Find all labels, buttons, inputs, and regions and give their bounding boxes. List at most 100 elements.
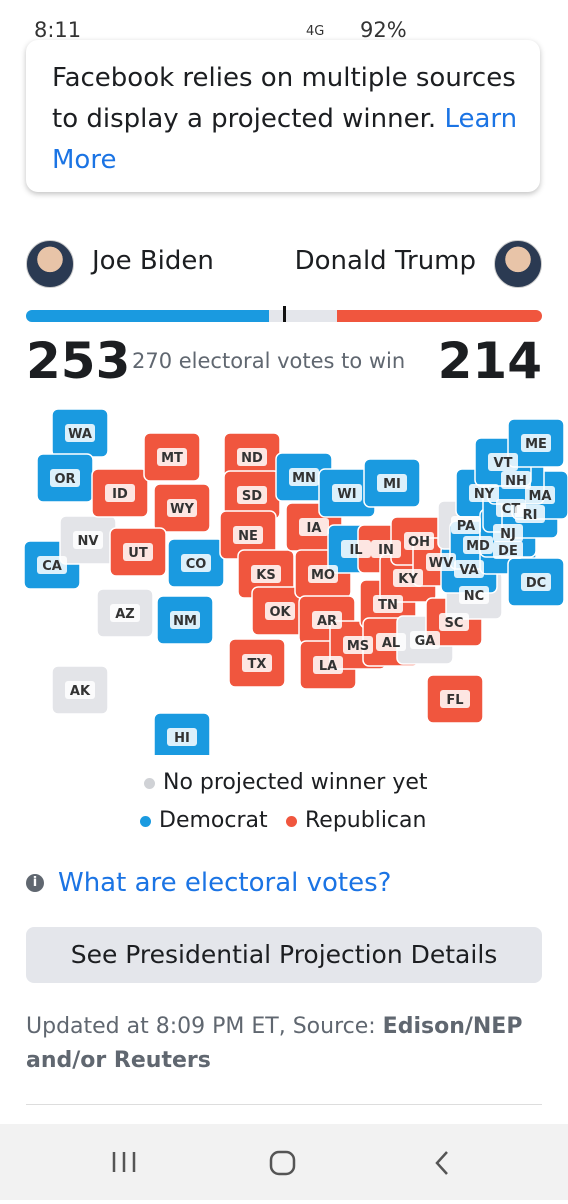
state-label-box [110, 604, 140, 622]
state-label: MO [311, 568, 335, 583]
state-label-box [332, 484, 362, 502]
source: Edison/NEP and/or Reuters [26, 1014, 523, 1073]
projection-button[interactable]: See Presidential Projection Details [26, 927, 542, 983]
updated-text: Updated at 8:09 PM ET, Source: [26, 1014, 376, 1039]
legend-item: No projected winner yet [144, 770, 428, 795]
state-label: NV [78, 534, 99, 549]
state-label: TN [378, 598, 398, 613]
state-label: NC [464, 589, 484, 604]
state-label: HI [174, 731, 190, 746]
legend-item: Democrat [140, 808, 268, 833]
state-label: AL [382, 636, 400, 651]
state-label-box [404, 532, 434, 550]
state-label: MI [383, 477, 401, 492]
state-label-box [454, 560, 484, 578]
notice-text: Facebook relies on multiple sources to d… [52, 63, 516, 134]
vote-bar-left [26, 310, 269, 322]
state-label: AK [70, 684, 91, 699]
state-label: ID [112, 487, 128, 502]
state-label-box [242, 654, 272, 672]
state-label-box [50, 469, 80, 487]
state-label-box [167, 499, 197, 517]
state-label: ND [241, 451, 263, 466]
state-label: MS [347, 639, 369, 654]
state-label-box [525, 486, 555, 504]
nav-bar [0, 1124, 568, 1200]
state-label: GA [415, 634, 436, 649]
votes: 253 [26, 332, 131, 390]
state-label-box [341, 540, 371, 558]
state-label: WY [170, 502, 194, 517]
state-label-box [439, 613, 469, 631]
state-label-box [410, 631, 440, 649]
state-label-box [265, 602, 295, 620]
state-label-box [308, 565, 338, 583]
network: 4G [306, 24, 325, 39]
state-label-box [426, 553, 456, 571]
state-label-box [373, 595, 403, 613]
state-label: NJ [500, 527, 516, 542]
state-label-box [65, 681, 95, 699]
legend-label: Democrat [159, 808, 268, 833]
state-label: NH [505, 474, 527, 489]
state-label-box [65, 424, 95, 442]
learn-more[interactable]: Learn More [52, 104, 518, 175]
notice-card [26, 40, 540, 192]
info-link[interactable]: What are electoral votes? [58, 868, 392, 898]
state-label: NE [238, 529, 258, 544]
state-label-box [463, 536, 493, 554]
state-label-box [237, 486, 267, 504]
state-label: IL [349, 543, 362, 558]
state-label-box [493, 541, 523, 559]
state-label: KY [398, 572, 418, 587]
state-label-box [157, 448, 187, 466]
state-label: IN [378, 543, 394, 558]
state-label-box [451, 516, 481, 534]
battery: 92% [360, 18, 407, 42]
threshold: 270 electoral votes to win [132, 349, 406, 373]
divider [26, 1104, 542, 1105]
state-label-box [459, 586, 489, 604]
state-label-box [167, 728, 197, 746]
state-label-box [393, 569, 423, 587]
state-label-box [73, 531, 103, 549]
state-label: SD [242, 489, 262, 504]
state-label: LA [319, 659, 337, 674]
state-label: VA [459, 563, 478, 578]
state-label-box [501, 471, 531, 489]
state-label-box [251, 565, 281, 583]
state-label-box [515, 505, 545, 523]
state-label: CO [186, 557, 207, 572]
legend-label: No projected winner yet [163, 770, 428, 795]
candidate-name: Donald Trump [294, 246, 476, 276]
state-label-box [312, 611, 342, 629]
state-label: OH [408, 535, 430, 550]
state-label: UT [128, 546, 148, 561]
state-label-box [440, 690, 470, 708]
state-label: NY [474, 487, 495, 502]
state-label-box [521, 434, 551, 452]
state-label: ME [525, 437, 547, 452]
nav-icons [112, 1150, 448, 1176]
state-label: MA [529, 489, 552, 504]
state-label: MD [466, 539, 490, 554]
state-label: FL [446, 693, 463, 708]
state-label-box [376, 633, 406, 651]
state-label: AZ [115, 607, 135, 622]
state-label: OR [54, 472, 75, 487]
threshold-marker [283, 306, 286, 322]
state-label: IA [307, 521, 322, 536]
state-label: TX [248, 657, 267, 672]
state-label-box [313, 656, 343, 674]
state-label: WV [429, 556, 453, 571]
state-label: DC [526, 576, 546, 591]
state-label: DE [498, 544, 518, 559]
state-label-box [521, 573, 551, 591]
state-label: MN [292, 471, 316, 486]
legend-label: Republican [305, 808, 427, 833]
map: WA OR CA NV ID MT WY UT AZ CO NM ND SD NE KS OK TX MN IA MO… [23, 408, 568, 755]
updated: Updated at 8:09 PM ET, Source: Edison/NE… [26, 1010, 546, 1078]
info-icon: i [26, 874, 44, 892]
avatar [494, 240, 542, 288]
state-label: NM [173, 614, 197, 629]
